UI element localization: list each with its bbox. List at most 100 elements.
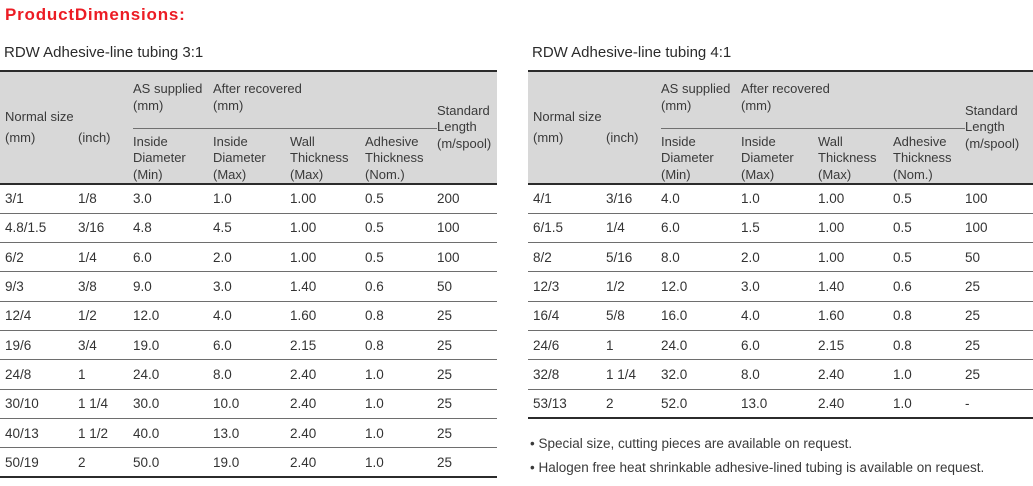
table-cell: 1.60: [290, 301, 366, 331]
table-cell: 1.00: [290, 184, 366, 214]
header-as-supplied-line2: (mm): [661, 97, 692, 113]
table-cell: 2.40: [290, 418, 366, 449]
table-cell: 2.0: [213, 242, 291, 273]
table-title-4-1: RDW Adhesive-line tubing 4:1: [532, 44, 732, 61]
table-row: 50/19 2 50.0 19.0 2.40 1.0 25: [0, 447, 498, 478]
table-cell: 4.0: [213, 301, 291, 331]
table-cell: 32/8: [528, 359, 606, 390]
table-cell: 1.0: [365, 418, 438, 449]
table-header: Normal size (mm) (inch) AS supplied (mm)…: [0, 71, 498, 185]
table-cell: 2.40: [290, 359, 366, 390]
table-cell: 0.5: [893, 184, 966, 214]
header-as-supplied-line1: AS supplied: [133, 81, 203, 96]
table-cell: 4.8: [133, 213, 214, 244]
header-after-recovered-line1: After recovered: [741, 81, 830, 96]
header-normal-size-label: Normal size: [5, 108, 74, 124]
table-cell: 25: [965, 330, 1033, 361]
table-cell: 25: [437, 389, 498, 419]
table-cell: 32.0: [661, 359, 742, 390]
header-standard-length: Standard Length (m/spool): [437, 71, 498, 185]
table-cell: 24/6: [528, 330, 606, 361]
table-cell: 25: [965, 271, 1033, 302]
table-cell: 24.0: [661, 330, 742, 361]
table-cell: 4.5: [213, 213, 291, 244]
table-cell: 1.40: [290, 271, 366, 302]
table-row: 30/10 1 1/4 30.0 10.0 2.40 1.0 25: [0, 389, 498, 419]
table-row: 16/4 5/8 16.0 4.0 1.60 0.8 25: [528, 301, 1033, 331]
table-cell: 19.0: [213, 447, 291, 478]
table-cell: 0.5: [365, 184, 438, 214]
table-row: 8/2 5/16 8.0 2.0 1.00 0.5 50: [528, 242, 1033, 273]
table-cell: 2.40: [290, 447, 366, 478]
table-cell: 13.0: [741, 389, 819, 420]
table-cell: 2.15: [290, 330, 366, 361]
table-cell: 3/4: [78, 330, 134, 361]
table-cell: 1 1/4: [606, 359, 662, 390]
table-cell: 40.0: [133, 418, 214, 449]
table-cell: 1.00: [818, 213, 894, 244]
table-cell: 3.0: [133, 184, 214, 214]
table-row: 9/3 3/8 9.0 3.0 1.40 0.6 50: [0, 271, 498, 302]
table-cell: 0.8: [365, 330, 438, 361]
table-row: 12/3 1/2 12.0 3.0 1.40 0.6 25: [528, 271, 1033, 302]
table-cell: 0.5: [893, 242, 966, 273]
table-cell: 19.0: [133, 330, 214, 361]
table-title-3-1: RDW Adhesive-line tubing 3:1: [4, 44, 204, 61]
table-cell: 24.0: [133, 359, 214, 390]
header-as-supplied-line1: AS supplied: [661, 81, 731, 96]
table-cell: 100: [965, 213, 1033, 244]
header-normal-size-label: Normal size: [533, 108, 602, 124]
table-cell: 1.0: [741, 184, 819, 214]
header-inside-diameter-min: Inside Diameter (Min): [133, 128, 214, 185]
table-cell: 1.40: [818, 271, 894, 302]
header-inch-label: (inch): [606, 130, 639, 145]
table-cell: 30/10: [0, 389, 78, 419]
table-cell: 2: [606, 389, 662, 420]
header-normal-size: Normal size (mm) (inch): [528, 71, 662, 185]
table-cell: 4.0: [661, 184, 742, 214]
table-block-4-1: RDW Adhesive-line tubing 4:1 Normal size…: [528, 44, 1033, 484]
dimensions-table-3-1: Normal size (mm) (inch) AS supplied (mm)…: [0, 70, 498, 478]
header-after-recovered-line2: (mm): [213, 97, 244, 113]
table-cell: 6/1.5: [528, 213, 606, 244]
table-cell: 2: [78, 447, 134, 478]
header-inch-label: (inch): [78, 130, 111, 145]
table-cell: 8.0: [661, 242, 742, 273]
header-mm-label: (mm): [533, 130, 564, 145]
header-sub-row: Inside Diameter (Min) Inside Diameter (M…: [0, 128, 497, 185]
header-units: (mm) (inch): [533, 130, 661, 147]
table-cell: 0.8: [893, 330, 966, 361]
table-cell: 1.00: [818, 184, 894, 214]
table-cell: 1.00: [290, 213, 366, 244]
table-cell: 3.0: [741, 271, 819, 302]
table-cell: 3.0: [213, 271, 291, 302]
table-cell: 52.0: [661, 389, 742, 420]
table-row: 6/1.5 1/4 6.0 1.5 1.00 0.5 100: [528, 213, 1033, 244]
table-cell: 12.0: [133, 301, 214, 331]
table-cell: 1.0: [893, 359, 966, 390]
table-cell: 1.00: [818, 242, 894, 273]
table-cell: 8/2: [528, 242, 606, 273]
table-cell: 100: [965, 184, 1033, 214]
header-inside-diameter-max: Inside Diameter (Max): [741, 128, 819, 185]
table-cell: 1/2: [78, 301, 134, 331]
table-cell: 50: [965, 242, 1033, 273]
table-row: 53/13 2 52.0 13.0 2.40 1.0-: [528, 389, 1033, 420]
table-cell: 2.0: [741, 242, 819, 273]
header-adhesive-thickness: Adhesive Thickness (Nom.): [893, 128, 966, 185]
table-cell: -: [965, 389, 1033, 420]
header-adhesive-thickness: Adhesive Thickness (Nom.): [365, 128, 438, 185]
table-row: 4.8/1.5 3/16 4.8 4.5 1.00 0.5 100: [0, 213, 498, 244]
table-cell: 25: [437, 301, 498, 331]
table-cell: 100: [437, 242, 498, 273]
table-cell: 24/8: [0, 359, 78, 390]
table-cell: 50.0: [133, 447, 214, 478]
table-cell: 4.0: [741, 301, 819, 331]
header-mm-label: (mm): [5, 130, 36, 145]
table-cell: 200: [437, 184, 498, 214]
table-cell: 4/1: [528, 184, 606, 214]
table-cell: 40/13: [0, 418, 78, 449]
table-cell: 6.0: [741, 330, 819, 361]
table-cell: 1/4: [606, 213, 662, 244]
